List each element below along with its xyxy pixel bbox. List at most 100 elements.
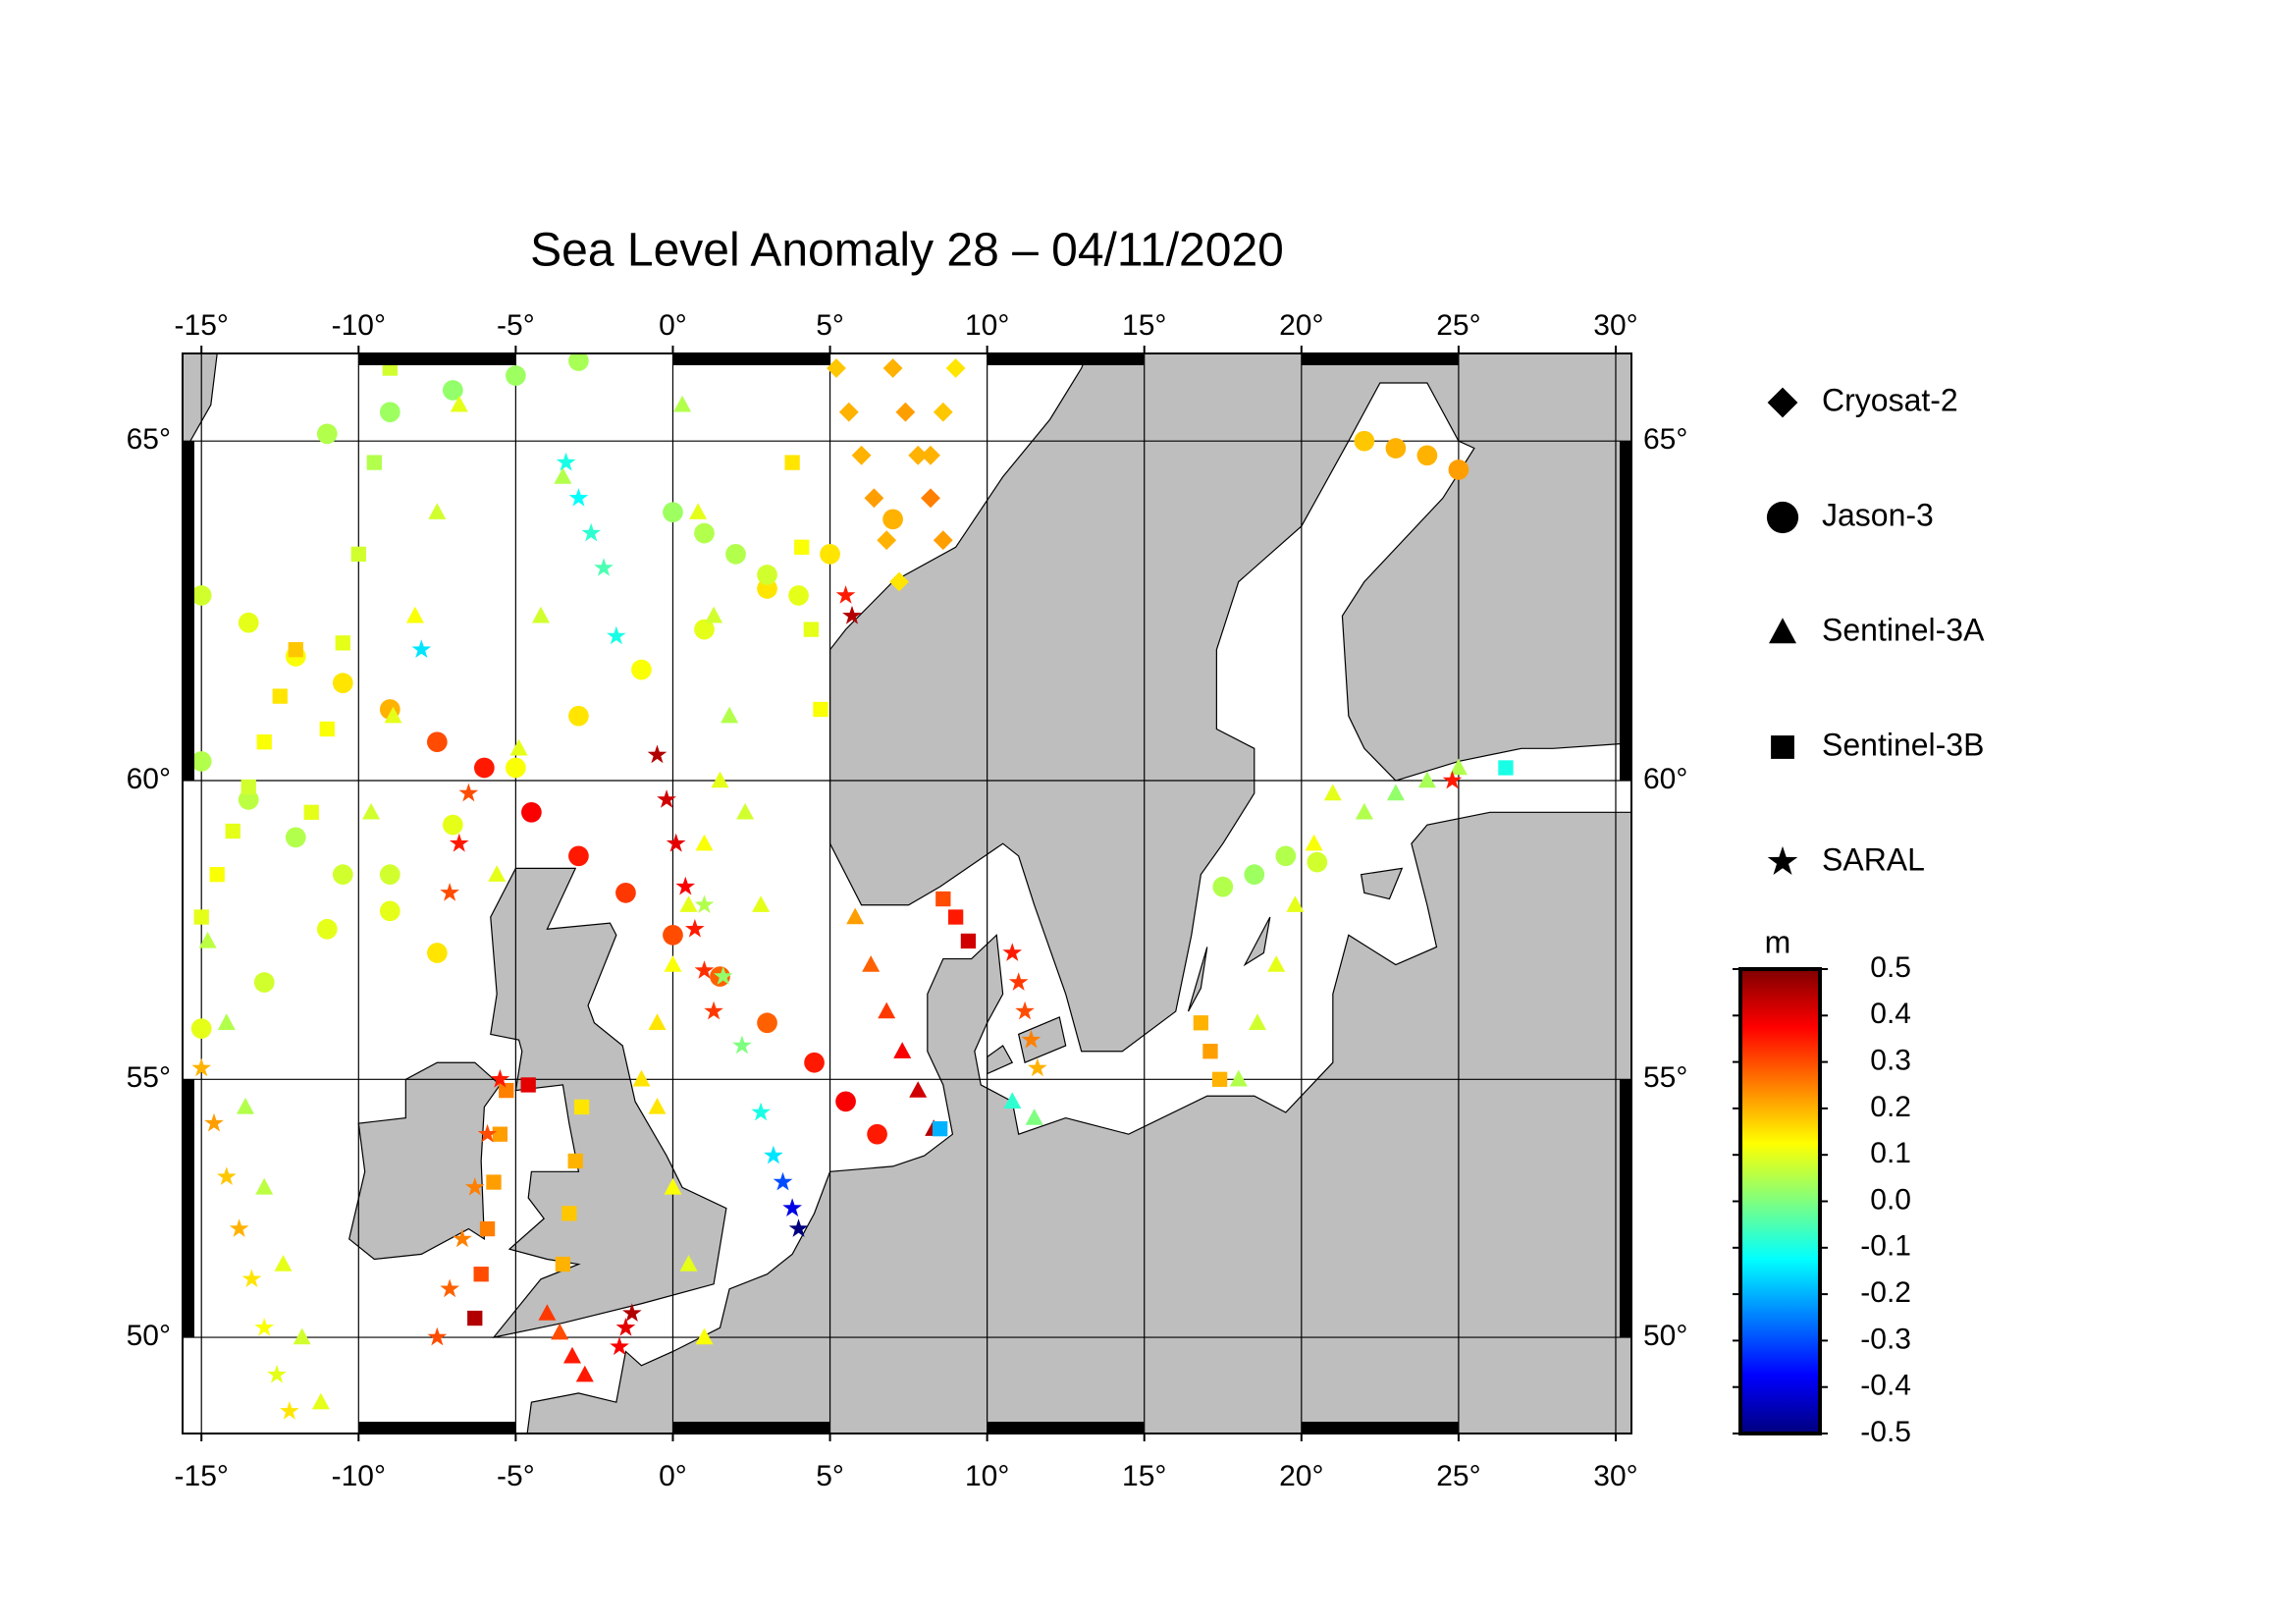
data-point [573,1099,590,1115]
data-point [664,955,682,972]
data-point [945,358,966,378]
land [828,353,1631,1053]
data-point [666,833,686,852]
data-point [663,924,683,946]
y-tick-label: 50° [1643,1320,1687,1352]
data-point [256,734,272,750]
data-point [711,771,729,788]
x-tick-label: -15° [175,1460,229,1492]
colorbar-tick-label: 0.0 [1870,1183,1911,1216]
data-point [893,1042,912,1058]
data-point [932,1121,948,1137]
legend-label: Jason-3 [1822,497,1934,532]
data-point [864,488,884,509]
data-point [1448,460,1469,480]
x-tick-label: -10° [332,309,386,342]
data-point [935,891,951,907]
colorbar [1738,967,1822,1435]
data-point [820,544,840,565]
y-tick-label: 65° [1643,423,1687,456]
data-point [782,1198,802,1217]
data-point [506,365,526,386]
data-point [1025,1109,1043,1125]
data-point [335,635,350,651]
data-point [384,706,402,724]
data-point [764,1145,783,1164]
data-point [293,1327,311,1345]
data-point [253,972,275,993]
data-point [851,445,872,465]
x-tick-label: 15° [1122,309,1166,342]
data-point [350,546,366,563]
data-point [474,757,495,779]
data-point [1267,955,1286,972]
data-point [1355,802,1373,820]
data-point [835,585,856,604]
colorbar-tick-label: -0.3 [1860,1323,1911,1355]
data-point [921,445,940,465]
data-point [190,585,212,606]
data-point [554,467,572,484]
data-point [440,1278,459,1298]
data-point [225,823,240,839]
x-tick-label: 5° [816,309,844,342]
data-point [673,395,692,412]
y-tick-label: 60° [127,763,171,795]
data-point [607,625,626,645]
data-point [551,1323,569,1340]
data-point [695,834,714,851]
data-point [867,1123,887,1145]
data-point [209,867,225,883]
data-point [752,895,771,912]
data-point [882,358,903,378]
data-point [1212,876,1234,897]
colorbar-tick-label: -0.1 [1860,1230,1911,1263]
colorbar-tick-label: -0.2 [1860,1276,1911,1309]
data-point [1008,972,1029,991]
data-point [960,933,977,949]
data-point [450,395,468,412]
data-point [464,1177,485,1196]
data-point [426,943,448,963]
data-point [440,883,459,901]
data-point [509,738,528,756]
frame-band [987,353,1145,365]
data-point [229,1218,249,1237]
data-point [1249,1013,1266,1030]
data-point [449,833,469,852]
data-point [610,1336,629,1356]
data-point [379,402,400,423]
legend-marker [1766,501,1799,534]
data-point [556,452,576,471]
data-point [561,1206,577,1221]
data-point [217,1013,236,1030]
colorbar-tick-label: -0.5 [1860,1416,1911,1448]
y-tick-label: 60° [1643,763,1687,795]
data-point [555,1256,571,1272]
data-point [1193,1015,1209,1031]
data-point [632,1069,651,1087]
data-point [773,1171,793,1191]
data-point [538,1304,557,1321]
data-point [240,779,256,795]
data-point [721,706,739,724]
data-point [751,1102,771,1121]
data-point [657,789,676,808]
data-point [473,1267,489,1282]
data-point [316,423,338,445]
data-point [1417,771,1436,788]
data-point [1449,758,1468,776]
legend-marker [1771,735,1794,759]
x-tick-label: 10° [965,1460,1009,1492]
data-point [366,455,382,470]
data-point [311,1392,330,1410]
data-point [679,1255,698,1271]
land [1017,1016,1067,1064]
data-point [241,1269,262,1288]
legend-marker [1767,845,1798,875]
data-point [695,1327,714,1345]
data-point [788,1218,809,1237]
data-point [1003,1092,1022,1109]
data-point [908,445,929,465]
